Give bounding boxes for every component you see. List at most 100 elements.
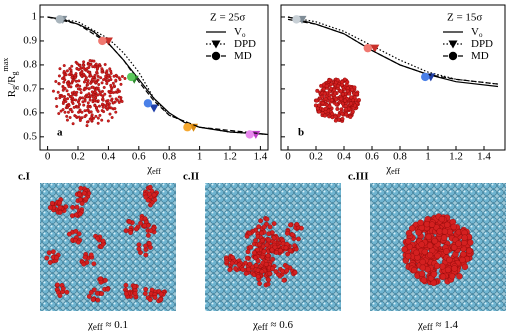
bead [248, 244, 254, 250]
bead [356, 97, 361, 102]
panel-label: c.II [183, 171, 199, 183]
bead [71, 122, 75, 126]
bead [105, 107, 109, 111]
y-label-part: R [6, 89, 18, 97]
bead [425, 233, 432, 241]
bead [273, 269, 279, 274]
bead [455, 240, 462, 247]
bead [106, 119, 110, 123]
bead [120, 99, 124, 103]
bead [111, 81, 115, 85]
bead [247, 261, 253, 267]
caption-text: ≈ 0.1 [103, 319, 128, 331]
bead [329, 82, 334, 87]
bead [104, 74, 108, 78]
bead [112, 84, 116, 88]
bead [60, 94, 64, 98]
bead [449, 272, 456, 280]
bead [114, 78, 118, 82]
bead [263, 261, 269, 267]
bead [255, 247, 261, 253]
bead [63, 78, 67, 82]
bead [88, 94, 92, 98]
circle-marker [55, 15, 64, 24]
bead [270, 256, 276, 262]
bead [259, 230, 265, 236]
bead [336, 83, 341, 88]
legend-name: DPD [234, 38, 256, 50]
x-tick-label: 0.4 [337, 151, 351, 163]
bead [108, 67, 112, 71]
bead [272, 244, 278, 250]
bead [96, 74, 100, 78]
bead [451, 265, 458, 272]
bead [243, 271, 249, 276]
bead [124, 291, 129, 297]
bead [93, 104, 97, 108]
bead [90, 297, 96, 303]
x-tick-label: 1.4 [254, 151, 268, 163]
bead [450, 223, 457, 231]
bead [97, 104, 101, 108]
bead [233, 266, 238, 272]
bead [69, 213, 75, 219]
legend-label: MD [234, 50, 252, 62]
bead [271, 235, 277, 241]
bead [85, 120, 89, 124]
caption-text: ≈ 0.6 [268, 319, 294, 331]
bead [81, 190, 87, 196]
bead [101, 94, 105, 98]
bead [56, 90, 60, 94]
bead [79, 91, 83, 95]
bead [132, 291, 138, 296]
bead [62, 100, 66, 104]
bead [78, 118, 82, 122]
legend-label: DPD [234, 38, 256, 50]
bead [426, 251, 434, 259]
bead [72, 105, 76, 109]
bead [57, 205, 63, 210]
circle-marker [292, 15, 301, 24]
bead [101, 102, 105, 106]
caption-symbol: χ [252, 319, 258, 331]
panel-label: a [57, 127, 63, 139]
bead [145, 232, 151, 238]
bead [264, 216, 270, 222]
bead [57, 74, 61, 78]
bead [77, 115, 81, 119]
bead [236, 262, 242, 268]
x-tick-label: 0.8 [393, 151, 407, 163]
bead [96, 93, 100, 97]
bead [78, 64, 82, 68]
bead [147, 297, 153, 303]
bead [111, 91, 115, 95]
series-line [287, 16, 499, 88]
y-label-part: /R [6, 75, 18, 86]
bead [113, 107, 117, 111]
bead [418, 241, 425, 248]
bead [91, 287, 97, 293]
x-label-symbol: χ [146, 163, 152, 175]
bead [320, 101, 325, 106]
plot-frame [39, 4, 269, 151]
circle-marker [143, 99, 153, 108]
bead [431, 237, 438, 245]
bead [57, 293, 63, 299]
caption-symbol: χ [87, 319, 93, 331]
legend-name: MD [471, 50, 489, 62]
bead [349, 95, 354, 100]
caption-symbol: χ [417, 319, 423, 331]
bead [314, 98, 319, 103]
bead [91, 75, 95, 79]
x-label-sub: eff [152, 167, 161, 176]
bead [292, 270, 298, 276]
bead [274, 250, 279, 255]
x-tick-label: 1 [197, 151, 203, 163]
bead [89, 81, 93, 85]
bead [261, 224, 267, 230]
bead [83, 87, 87, 91]
bead [66, 231, 72, 237]
series-line [47, 16, 269, 136]
bead [267, 271, 273, 277]
